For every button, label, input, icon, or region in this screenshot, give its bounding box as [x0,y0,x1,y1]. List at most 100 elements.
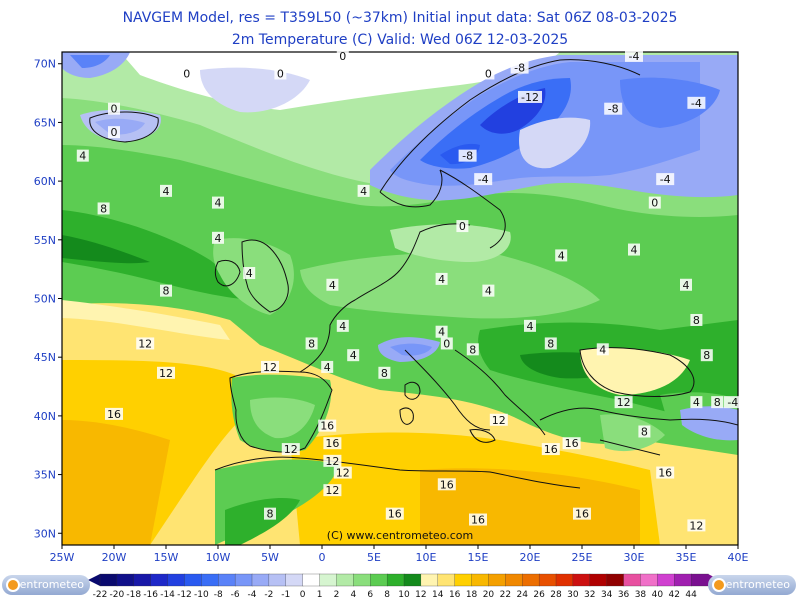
temperature-map: 25W 20W 15W 10W 5W 0 5E 10E 15E 20E 25E 30E 35E 40E 70… [34,49,749,564]
contour-label: 8 [703,349,710,362]
scale-swatch [505,573,523,587]
contour-label: 4 [339,320,346,333]
contour-label-bg [544,337,557,350]
scale-label: -14 [160,590,175,600]
contour-label-bg [281,443,300,456]
centrometeo-logo-left: centrometeo [2,575,90,595]
contour-label-bg [243,267,256,280]
scale-label: -4 [248,590,257,600]
scale-swatch [218,573,236,587]
contour-label-bg [711,396,724,409]
scale-label: 4 [350,590,356,600]
contour-label: 12 [336,467,350,480]
contour-label: 8 [100,202,107,215]
lon-tick-label: 15W [154,551,179,564]
scale-swatch [99,573,118,587]
contour-label-bg [604,102,623,115]
contour-label-bg [321,360,334,373]
scale-swatch [319,573,338,587]
lon-tick-label: 35E [676,551,697,564]
contour-label: 4 [558,249,565,262]
lon-tick-label: 5E [367,551,381,564]
scale-label: -8 [214,590,223,600]
contour-label: 8 [641,425,648,438]
contour-label: 16 [544,443,558,456]
color-scale: -22 -20 -18 -16 -14 -12 -10 -8 -6 -4 -2 -1 0 1 2 4 6 8 10 1… [88,573,720,600]
contour-label: 4 [324,361,331,374]
contour-label-bg [180,67,193,80]
contour-label-bg [336,319,349,332]
contour-label-bg [524,319,536,332]
scale-label: 42 [668,590,679,600]
scale-swatch [674,573,692,587]
contour-label-bg [440,337,453,350]
title-model-info: NAVGEM Model, res = T359L50 (~37km) Init… [122,10,678,26]
scale-swatch [640,573,658,587]
scale-swatch [234,573,253,587]
contour-label-bg [638,425,651,438]
contour-label-bg [357,184,370,197]
contour-label: 4 [360,185,367,198]
scale-label: 26 [533,590,545,600]
scale-swatch [572,573,591,587]
contour-label-bg [458,149,477,162]
contour-label-bg [333,466,352,479]
scale-swatch [370,573,388,587]
contour-label-bg [385,507,404,520]
contour-label-bg [108,102,120,115]
temperature-field [62,52,738,545]
scale-swatch [268,573,287,587]
contour-label: 4 [527,320,534,333]
lat-tick-label: 60N [34,175,56,188]
lat-tick-label: 35N [34,469,56,482]
scale-label: 44 [685,590,697,600]
lat-tick-label: 50N [34,293,56,306]
contour-label: 16 [325,437,339,450]
contour-label: 0 [443,337,450,350]
contour-label-bg [212,196,224,209]
scale-label: 18 [466,590,478,600]
contour-label: 4 [683,279,690,292]
scale-label: 2 [334,590,340,600]
scale-swatch [302,573,321,587]
scale-swatch [454,573,473,587]
lon-tick-label: 10W [206,551,231,564]
contour-label-bg [648,196,661,209]
contour-label-bg [157,366,175,379]
contour-label: 8 [714,396,721,409]
contour-label: -8 [514,62,525,75]
scale-swatch [555,573,574,587]
scale-label: 0 [300,590,306,600]
contour-label: 12 [325,455,339,468]
scale-swatch [488,573,506,587]
contour-label: -4 [629,50,640,63]
contour-label: 8 [163,285,170,298]
contour-label-bg [625,49,643,62]
contour-label-bg [614,396,633,409]
contour-label-bg [510,61,529,74]
contour-label: 16 [565,437,579,450]
contour-label: -4 [691,97,702,110]
contour-label-bg [323,437,342,450]
scale-swatch [184,573,202,587]
scale-swatch [251,573,270,587]
contour-label: 16 [575,508,589,521]
title-variable-valid: 2m Temperature (C) Valid: Wed 06Z 12-03-… [231,32,569,48]
scale-label: 40 [652,590,664,600]
contour-label-bg [687,519,706,532]
scale-label: -12 [177,590,192,600]
contour-label: 12 [284,443,298,456]
scale-label: 10 [398,590,410,600]
contour-label-bg [723,396,742,409]
scale-label: 6 [367,590,373,600]
scale-label: -22 [93,590,108,600]
scale-label: -2 [264,590,273,600]
contour-label: -4 [478,173,489,186]
scale-label: 36 [618,590,630,600]
scale-label: 30 [567,590,579,600]
contour-label-bg [437,478,456,491]
scale-swatch [471,573,490,587]
contour-label-bg [466,343,479,356]
contour-label-bg [160,284,172,297]
scale-swatch [336,573,354,587]
